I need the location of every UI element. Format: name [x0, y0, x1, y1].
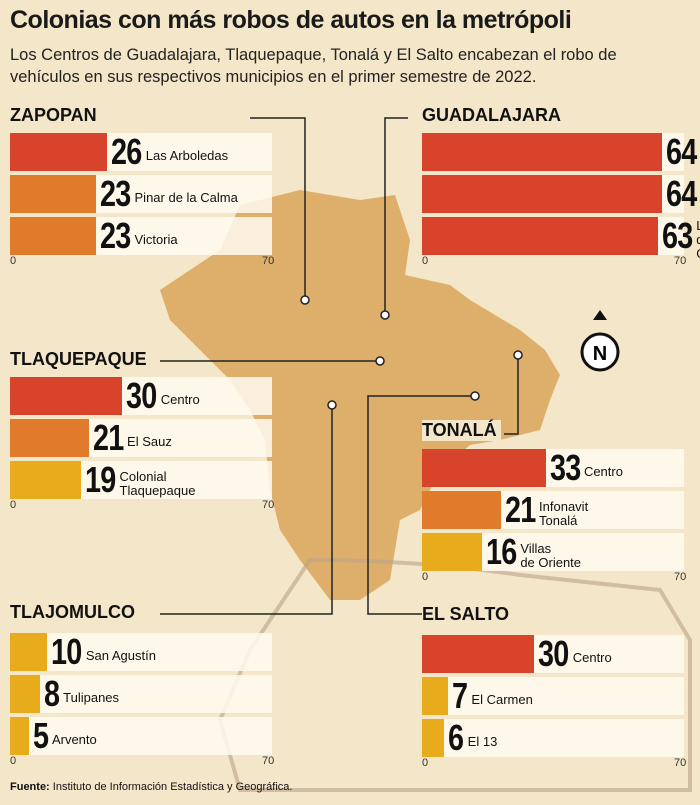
value-label: 8 [43, 673, 60, 714]
bar [422, 133, 662, 171]
category-label: Pinar de la Calma [134, 190, 238, 205]
value-label: 19 [85, 459, 116, 500]
bar [10, 377, 123, 415]
value-label: 64 [665, 131, 697, 172]
category-label: Ladrón de Guevara [696, 218, 700, 261]
bar [422, 491, 501, 529]
category-label: Infonavit Tonalá [539, 499, 589, 528]
category-label: Tulipanes [63, 690, 120, 705]
source-label: Fuente: [10, 781, 50, 793]
value-label: 6 [448, 717, 464, 758]
value-label: 7 [452, 675, 468, 716]
bar [10, 461, 82, 499]
subtitle: Los Centros de Guadalajara, Tlaquepaque,… [10, 46, 617, 86]
value-label: 21 [504, 489, 536, 530]
x-tick-label: 0 [10, 255, 17, 267]
bar [10, 419, 89, 457]
svg-text:N: N [593, 343, 607, 365]
panel-title: TONALÁ [422, 420, 501, 441]
category-label: El Sauz [127, 434, 172, 449]
category-label: Arvento [51, 732, 97, 747]
bar [422, 719, 445, 757]
value-label: 26 [111, 131, 142, 172]
x-tick-label: 70 [262, 255, 275, 267]
bar [422, 449, 546, 487]
north-arrow: N [580, 310, 620, 372]
panel-title: EL SALTO [422, 604, 514, 625]
source: Fuente: Instituto de Información Estadís… [10, 781, 292, 793]
value-label: 21 [92, 417, 124, 458]
category-label: Villas de Oriente [520, 541, 582, 570]
bar-track [10, 633, 272, 671]
x-tick-label: 0 [10, 499, 17, 511]
category-label: El 13 [467, 734, 498, 749]
bar [422, 635, 535, 673]
bar-track [10, 675, 272, 713]
category-label: Las Arboledas [145, 148, 229, 163]
map [160, 190, 560, 600]
panel-title: ZAPOPAN [10, 105, 101, 126]
x-tick-label: 0 [422, 757, 429, 769]
panel-title: TLAQUEPAQUE [10, 349, 151, 370]
value-label: 10 [51, 631, 82, 672]
x-tick-label: 70 [674, 255, 687, 267]
bar [10, 675, 40, 713]
bar [10, 133, 108, 171]
panel-title: TLAJOMULCO [10, 602, 139, 623]
value-label: 30 [126, 375, 157, 416]
value-label: 23 [100, 215, 131, 256]
x-tick-label: 0 [10, 755, 17, 767]
category-label: Victoria [134, 232, 178, 247]
bar-track [422, 677, 684, 715]
bar-track [10, 717, 272, 755]
category-label: El Carmen [471, 692, 533, 707]
source-text: Instituto de Información Estadística y G… [52, 781, 293, 793]
bar [422, 217, 658, 255]
category-label: Centro [583, 464, 623, 479]
bar [10, 633, 48, 671]
value-label: 5 [32, 715, 49, 756]
bar-track [422, 719, 684, 757]
panel-title: GUADALAJARA [422, 105, 565, 126]
category-label: San Agustín [85, 648, 156, 663]
value-label: 30 [538, 633, 569, 674]
x-tick-label: 70 [674, 757, 687, 769]
category-label: Centro [160, 392, 200, 407]
connectors [160, 117, 519, 615]
bar [422, 175, 662, 213]
value-label: 33 [549, 447, 581, 488]
x-tick-label: 70 [262, 499, 275, 511]
bar [422, 533, 482, 571]
bar [10, 217, 97, 255]
value-label: 63 [661, 215, 693, 256]
value-label: 16 [485, 531, 517, 572]
value-label: 23 [100, 173, 131, 214]
x-tick-label: 0 [422, 255, 429, 267]
x-tick-label: 70 [674, 571, 687, 583]
bar [10, 717, 29, 755]
bar [422, 677, 449, 715]
bar [10, 175, 97, 213]
title: Colonias con más robos de autos en la me… [10, 6, 572, 34]
category-label: Centro [572, 650, 612, 665]
category-label: Colonial Tlaquepaque [119, 469, 196, 498]
value-label: 64 [665, 173, 697, 214]
x-tick-label: 0 [422, 571, 429, 583]
x-tick-label: 70 [262, 755, 275, 767]
